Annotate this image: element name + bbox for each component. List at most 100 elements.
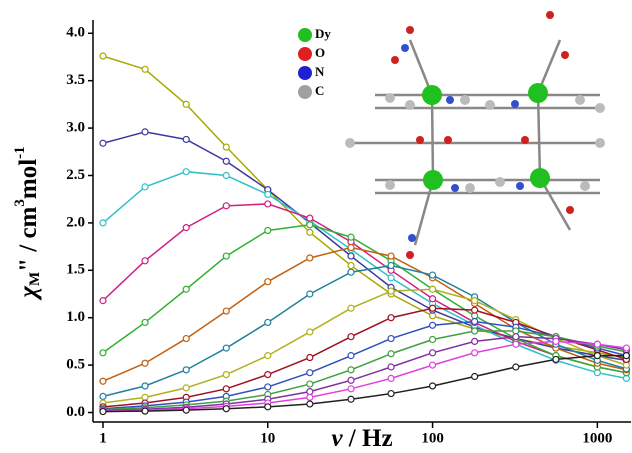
data-point [142, 184, 148, 190]
y-axis-label: χM" / cm3mol-1 [12, 146, 43, 300]
y-label-part: 3 [12, 199, 28, 207]
data-point [183, 336, 189, 342]
data-point [388, 253, 394, 259]
series-line [103, 56, 626, 358]
y-label-part: -1 [12, 146, 28, 159]
y-label-part: χ [15, 285, 42, 301]
data-point [265, 319, 271, 325]
data-point [430, 272, 436, 278]
y-tick-label: 2.0 [66, 214, 85, 230]
data-point [223, 372, 229, 378]
x-tick-label: 1000 [582, 430, 612, 446]
data-point [472, 338, 478, 344]
data-point [348, 396, 354, 402]
x-tick-label: 10 [260, 430, 275, 446]
x-axis-label: ν / Hz [331, 425, 392, 452]
data-point [388, 315, 394, 321]
data-point [183, 225, 189, 231]
inset-legend-label: O [315, 45, 325, 60]
x-label-part: / Hz [343, 425, 393, 452]
data-point [553, 338, 559, 344]
data-point [430, 296, 436, 302]
data-point [100, 220, 106, 226]
y-tick-label: 0.0 [66, 404, 85, 420]
data-point [223, 144, 229, 150]
inset-legend-ball [298, 47, 312, 61]
data-point [100, 350, 106, 356]
data-point [388, 263, 394, 269]
y-label-part: mol [15, 159, 42, 199]
data-point [553, 356, 559, 362]
y-label-part: " [15, 258, 42, 272]
data-point [348, 386, 354, 392]
data-point [265, 227, 271, 233]
data-point [594, 341, 600, 347]
x-tick-label: 100 [421, 430, 444, 446]
y-label-part: / cm [15, 206, 42, 258]
data-point [307, 381, 313, 387]
data-point [183, 101, 189, 107]
data-point [265, 279, 271, 285]
data-point [142, 66, 148, 72]
data-point [265, 372, 271, 378]
data-point [513, 364, 519, 370]
data-point [142, 258, 148, 264]
data-point [183, 169, 189, 175]
data-point [307, 394, 313, 400]
data-point [265, 191, 271, 197]
data-point [388, 375, 394, 381]
data-point [307, 401, 313, 407]
data-point [307, 370, 313, 376]
inset-legend-ball [298, 28, 312, 42]
data-point [348, 245, 354, 251]
data-point [100, 409, 106, 415]
y-label-part: M [27, 272, 43, 286]
inset-legend-label: N [315, 64, 325, 79]
data-point [265, 384, 271, 390]
data-point [100, 298, 106, 304]
data-point [348, 367, 354, 373]
inset-legend-ball [298, 85, 312, 99]
data-point [430, 322, 436, 328]
data-point [472, 319, 478, 325]
data-point [348, 353, 354, 359]
data-point [307, 329, 313, 335]
y-tick-label: 1.0 [66, 309, 85, 325]
data-point [223, 308, 229, 314]
data-point [623, 353, 629, 359]
data-point [100, 393, 106, 399]
data-point [223, 203, 229, 209]
data-point [307, 215, 313, 221]
data-point [307, 229, 313, 235]
data-point [307, 255, 313, 261]
data-point [472, 350, 478, 356]
data-point [183, 286, 189, 292]
data-point [348, 334, 354, 340]
data-point [430, 337, 436, 343]
data-point [388, 275, 394, 281]
y-tick-label: 0.5 [66, 357, 85, 373]
data-point [388, 364, 394, 370]
series-line [103, 204, 626, 373]
data-point [348, 269, 354, 275]
data-point [100, 53, 106, 59]
y-tick-label: 2.5 [66, 167, 85, 183]
data-point [430, 383, 436, 389]
data-point [513, 341, 519, 347]
series-line [103, 132, 626, 360]
data-point [388, 336, 394, 342]
data-point [223, 406, 229, 412]
data-point [513, 334, 519, 340]
inset-legend-ball [298, 66, 312, 80]
data-point [307, 291, 313, 297]
data-point [388, 288, 394, 294]
data-point [348, 377, 354, 383]
data-point [223, 386, 229, 392]
series-line [103, 337, 626, 411]
data-point [472, 298, 478, 304]
data-point [183, 136, 189, 142]
data-point [348, 253, 354, 259]
data-point [472, 328, 478, 334]
y-tick-label: 3.0 [66, 120, 85, 136]
data-point [183, 385, 189, 391]
